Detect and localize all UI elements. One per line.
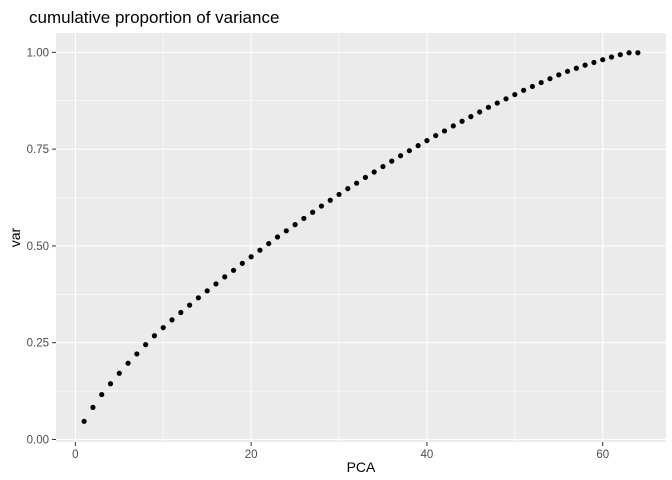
x-tick-label: 20 [245, 449, 258, 461]
data-point [591, 59, 597, 66]
data-point [424, 138, 430, 144]
data-point [301, 215, 307, 222]
data-point [327, 197, 333, 203]
data-point [283, 228, 289, 234]
data-point [230, 267, 237, 273]
data-point [292, 222, 298, 228]
data-point [195, 295, 201, 301]
data-points [81, 50, 641, 424]
data-point [160, 325, 166, 331]
data-point [371, 169, 377, 175]
data-point [494, 100, 500, 106]
data-point [529, 83, 535, 90]
data-point [116, 370, 122, 376]
data-point [512, 91, 518, 98]
x-axis: 0 20 40 60 [72, 442, 609, 461]
y-axis-title: var [7, 227, 23, 247]
data-point [459, 118, 465, 124]
data-point [151, 333, 158, 339]
x-tick-label: 0 [72, 449, 78, 461]
data-point [538, 79, 544, 86]
y-axis: 0.00 0.25 0.50 0.75 1.00 [27, 47, 56, 446]
y-tick-label: 0.00 [27, 434, 49, 446]
data-point [178, 309, 184, 316]
data-point [318, 203, 325, 209]
data-point [266, 240, 272, 247]
data-point [107, 381, 114, 387]
data-point [406, 148, 412, 154]
data-point [485, 104, 492, 110]
data-point [573, 65, 579, 71]
chart-title: cumulative proportion of variance [29, 8, 279, 27]
data-point [274, 234, 281, 240]
data-point [310, 209, 316, 215]
major-gridlines [56, 33, 666, 442]
x-tick-label: 40 [421, 449, 434, 461]
data-point [600, 57, 606, 63]
data-point [257, 247, 263, 253]
data-point [477, 109, 483, 115]
data-point [556, 72, 562, 78]
data-point [248, 254, 254, 260]
data-point [222, 274, 228, 280]
data-point [380, 163, 386, 170]
data-point [582, 62, 588, 68]
data-point [354, 180, 360, 186]
y-tick-label: 0.50 [27, 241, 49, 253]
data-point [169, 317, 175, 323]
y-tick-label: 0.25 [27, 338, 49, 350]
data-point [90, 404, 96, 410]
data-point [397, 153, 404, 159]
data-point [204, 288, 210, 294]
y-tick-label: 0.75 [27, 144, 49, 156]
plot-panel [56, 33, 666, 442]
data-point [125, 360, 131, 366]
data-point [239, 260, 245, 266]
data-point [81, 418, 87, 424]
data-point [626, 50, 632, 56]
data-point [187, 302, 193, 308]
data-point [345, 186, 351, 192]
data-point [564, 68, 571, 74]
x-axis-title: PCA [347, 459, 376, 475]
data-point [99, 391, 105, 398]
data-point [213, 281, 219, 287]
data-point [521, 87, 527, 93]
data-point [468, 114, 474, 120]
x-tick-label: 60 [596, 449, 609, 461]
data-point [608, 54, 615, 60]
data-point [635, 50, 641, 56]
data-point [617, 52, 623, 58]
minor-gridlines [56, 33, 666, 442]
data-point [441, 128, 448, 134]
data-point [389, 158, 395, 164]
data-point [547, 76, 553, 82]
y-tick-label: 1.00 [27, 47, 49, 59]
data-point [450, 123, 456, 129]
data-point [134, 351, 140, 357]
data-point [503, 96, 509, 102]
data-point [143, 342, 149, 348]
data-point [433, 132, 439, 139]
data-point [415, 143, 421, 149]
data-point [362, 174, 368, 180]
data-point [336, 191, 342, 198]
